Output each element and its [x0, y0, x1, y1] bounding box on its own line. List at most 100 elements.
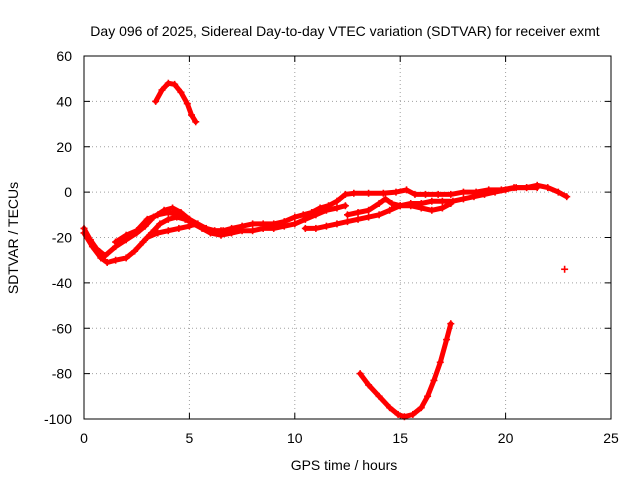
- data-point: [491, 188, 499, 196]
- series-track-d: [143, 220, 200, 241]
- data-point: [280, 222, 288, 230]
- data-point: [447, 190, 455, 198]
- data-point: [122, 231, 130, 239]
- data-point: [301, 224, 309, 232]
- data-point: [333, 220, 341, 228]
- series-arc-bottom: [356, 320, 455, 421]
- data-point: [356, 370, 364, 378]
- data-point: [112, 256, 120, 264]
- x-tick-label: 10: [287, 430, 303, 446]
- data-point: [350, 189, 358, 197]
- data-point: [291, 220, 299, 228]
- data-point: [143, 234, 151, 241]
- data-point: [502, 186, 510, 194]
- data-point: [459, 195, 467, 203]
- data-point: [417, 404, 425, 412]
- data-point: [164, 215, 172, 223]
- data-point: [177, 88, 185, 96]
- data-point: [533, 184, 541, 192]
- data-point: [322, 222, 330, 230]
- chart-title: Day 096 of 2025, Sidereal Day-to-day VTE…: [90, 23, 599, 39]
- data-point: [428, 197, 436, 205]
- data-point: [365, 213, 373, 221]
- data-point: [544, 184, 552, 192]
- y-tick-label: 40: [56, 93, 72, 109]
- data-point: [175, 224, 183, 232]
- x-tick-label: 20: [498, 430, 514, 446]
- plot-frame: [83, 55, 612, 420]
- y-tick-label: 20: [56, 139, 72, 155]
- data-point: [112, 238, 120, 246]
- data-point: [512, 184, 520, 192]
- data-point: [185, 215, 193, 223]
- data-point: [354, 215, 362, 223]
- data-point: [436, 358, 444, 366]
- data-point: [169, 204, 177, 212]
- data-point: [299, 211, 307, 219]
- data-point: [88, 243, 96, 251]
- data-point: [438, 197, 446, 205]
- data-point: [183, 100, 191, 108]
- data-point: [196, 222, 204, 230]
- y-tick-label: -100: [44, 411, 72, 427]
- data-point: [192, 118, 200, 126]
- data-point: [407, 202, 415, 210]
- data-point: [171, 80, 179, 88]
- series-line: [81, 182, 570, 259]
- data-point: [375, 392, 383, 400]
- data-point: [375, 211, 383, 219]
- data-point: [563, 193, 571, 201]
- data-point: [394, 410, 402, 418]
- data-point: [133, 227, 141, 235]
- y-tick-label: 0: [64, 184, 72, 200]
- data-point: [164, 79, 172, 87]
- data-point: [554, 188, 562, 196]
- data-point: [152, 97, 160, 105]
- data-point: [354, 209, 362, 217]
- axis-ticks: 0 5 10 15 20 25 -100 -80 -60 -40 -20 0 20 40 60: [44, 48, 619, 446]
- data-point: [259, 224, 267, 232]
- data-point: [154, 211, 162, 219]
- data-point: [270, 224, 278, 232]
- data-point: [249, 227, 257, 235]
- data-point: [443, 336, 451, 344]
- data-point: [403, 186, 411, 194]
- plot-area: [80, 79, 571, 421]
- data-point: [175, 211, 183, 219]
- data-point: [365, 189, 373, 197]
- y-tick-label: -20: [52, 230, 72, 246]
- series-arc-top: [152, 79, 200, 126]
- series-track-c: [112, 209, 225, 246]
- data-point: [411, 190, 419, 198]
- data-point: [206, 227, 214, 235]
- x-tick-label: 15: [392, 430, 408, 446]
- data-point: [192, 220, 200, 228]
- data-point: [164, 209, 172, 217]
- data-point: [154, 229, 162, 237]
- data-point: [388, 199, 396, 207]
- data-point: [481, 190, 489, 198]
- data-point: [396, 202, 404, 210]
- data-point: [421, 190, 429, 198]
- data-point: [341, 190, 349, 198]
- data-point: [156, 220, 164, 228]
- data-point: [430, 376, 438, 384]
- data-point: [185, 222, 193, 230]
- data-point: [333, 204, 341, 212]
- data-point: [344, 218, 351, 226]
- data-point: [417, 204, 425, 212]
- y-tick-label: -60: [52, 320, 72, 336]
- x-axis-label: GPS time / hours: [291, 457, 398, 473]
- data-point: [301, 215, 309, 223]
- series-outlier: [561, 265, 569, 273]
- y-tick-label: 60: [56, 48, 72, 64]
- data-point: [322, 206, 330, 214]
- data-point: [386, 404, 394, 412]
- data-point: [333, 197, 341, 205]
- data-point: [341, 202, 349, 210]
- data-point: [424, 392, 432, 400]
- data-point: [365, 206, 373, 214]
- data-point: [164, 227, 172, 235]
- data-point: [379, 189, 387, 197]
- data-point: [365, 381, 373, 389]
